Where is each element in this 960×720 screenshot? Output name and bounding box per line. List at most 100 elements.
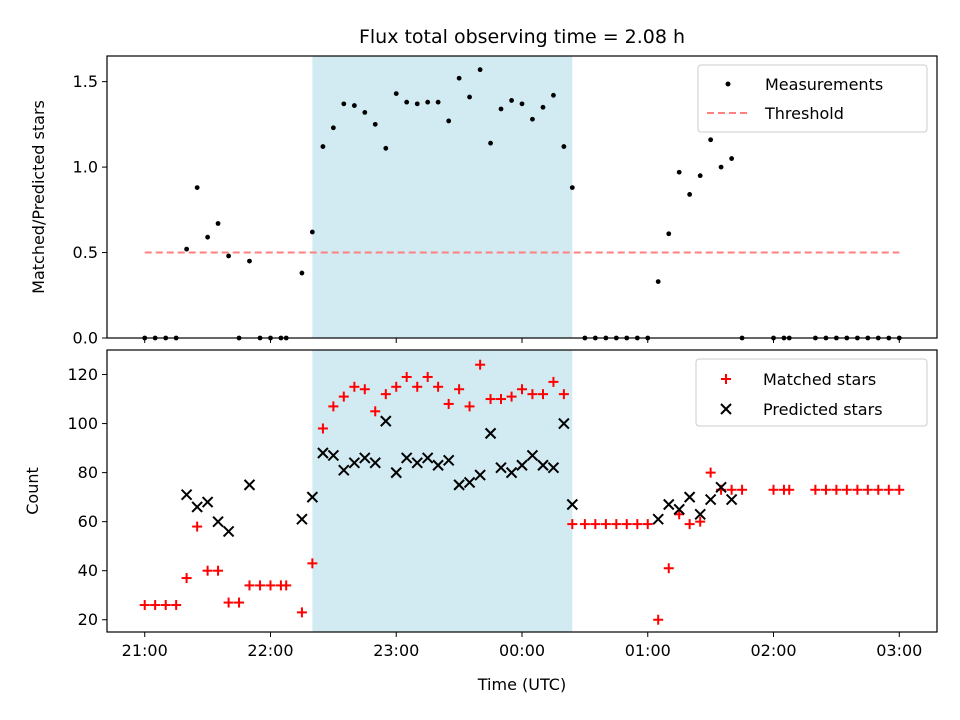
predicted-stars-point [694,508,706,521]
measurements-point [299,270,305,276]
bottom-y-tick-label: 80 [78,463,98,482]
matched-stars-point [600,519,611,530]
matched-stars-point [841,484,852,495]
measurements-point [729,156,735,161]
predicted-stars-point [558,417,570,430]
measurements-point [676,169,682,175]
top-y-tick-label: 0.5 [73,243,98,262]
measurements-point [509,98,514,103]
predicted-stars-point [338,464,350,476]
measurements-point [530,116,535,122]
predicted-stars-point [453,479,465,491]
measurements-point [498,106,504,112]
matched-stars-point [255,580,266,591]
matched-stars-point [810,484,821,495]
top-panel-y-ticks: 0.0 0.5 1.0 1.5 [73,72,107,348]
x-tick-label: 00:00 [499,641,545,660]
matched-stars-point [862,484,873,495]
legend-predicted-marker [720,403,732,415]
top-y-tick-label: 1.5 [73,72,98,91]
top-legend: Measurements Threshold [697,64,928,133]
bottom-panel-y-ticks: 20 40 60 80 100 120 [67,365,107,629]
matched-stars-point [475,359,486,370]
matched-stars-point [642,519,653,530]
measurements-point [569,185,575,191]
measurements-point [666,231,672,237]
measurements-point [697,173,703,179]
measurements-point [404,99,410,105]
matched-stars-point [653,614,664,625]
measurements-point [456,75,462,81]
x-tick-label: 22:00 [247,641,293,660]
measurements-point [446,118,452,124]
measurements-point [467,94,472,100]
predicted-stars-point [704,493,717,506]
predicted-stars-point [400,452,413,464]
predicted-stars-point [359,452,371,464]
predicted-stars-point [317,447,329,459]
predicted-stars-point [663,498,675,511]
bottom-observing-window-span [312,350,573,632]
matched-stars-point [632,519,643,530]
matched-stars-point [784,484,795,495]
predicted-stars-point [212,515,224,528]
matched-stars-point [317,423,328,434]
matched-stars-point [202,565,213,576]
matched-stars-point [328,401,339,412]
matched-stars-point [590,519,601,530]
legend-matched-label: Matched stars [763,370,876,389]
bottom-y-tick-label: 100 [67,414,98,433]
x-axis-label: Time (UTC) [477,675,566,694]
measurements-point [540,104,546,110]
measurements-point [414,101,420,107]
matched-stars-point [567,519,578,530]
matched-stars-point [558,389,569,400]
matched-stars-point [852,484,863,495]
measurements-point [320,144,326,149]
matched-stars-point [391,381,402,392]
matched-stars-point [307,558,318,569]
predicted-stars-point [715,481,727,494]
matched-stars-point [726,484,737,495]
matched-stars-point [674,509,685,520]
measurements-point [372,121,378,127]
measurements-point [488,140,493,146]
predicted-stars-point [327,449,340,462]
x-tick-label: 03:00 [876,641,922,660]
measurements-point [561,144,567,149]
top-panel-x-ticks [144,338,900,343]
predicted-stars-point [432,459,444,471]
measurements-point [655,279,661,284]
matched-stars-point [401,371,412,382]
measurements-point [194,185,200,191]
matched-stars-point [281,580,292,591]
matched-stars-point [349,381,360,392]
predicted-stars-point [442,454,455,467]
matched-stars-point [684,519,695,530]
matched-stars-point [433,381,444,392]
measurements-point [551,92,556,98]
matched-stars-point [150,600,161,611]
top-observing-window-span [312,56,573,338]
matched-stars-point [139,600,150,611]
predicted-stars-point [348,457,361,469]
legend-threshold-label: Threshold [764,104,844,123]
matched-stars-point [506,391,517,402]
matched-stars-point [464,401,475,412]
predicted-stars-point [180,488,193,501]
matched-stars-point [265,580,276,591]
measurements-point [215,221,221,226]
predicted-stars-point [547,461,560,474]
matched-stars-point [485,394,496,405]
measurements-point [247,258,252,264]
measurements-point [226,253,232,259]
x-tick-label: 23:00 [373,641,419,660]
matched-stars-point [820,484,831,495]
measurements-point [362,110,368,115]
matched-stars-point [244,580,255,591]
matched-stars-point [443,398,454,409]
measurements-point [393,91,399,96]
matched-stars-point [737,484,748,495]
predicted-stars-point [191,501,203,513]
